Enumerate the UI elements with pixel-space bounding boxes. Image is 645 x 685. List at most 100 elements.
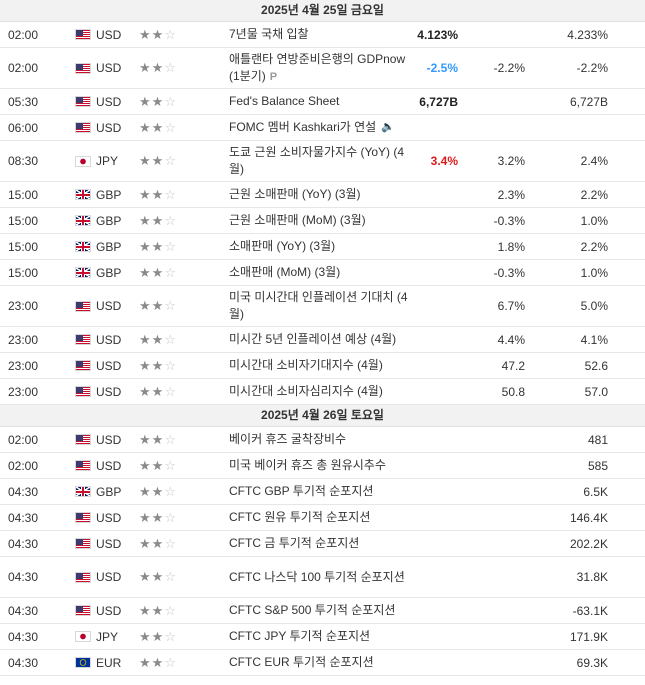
importance-stars: ★ ★ ☆	[139, 379, 189, 404]
previous-value: 4.1%	[580, 332, 608, 347]
forecast-value: -0.3%	[493, 265, 525, 280]
event-label[interactable]: 미국 베이커 휴즈 총 원유시추수	[229, 458, 386, 472]
event-row[interactable]: 04:30 GBP ★ ★ ☆ CFTC GBP 투기적 순포지션 6.5K	[0, 479, 645, 505]
event-row[interactable]: 23:00 USD ★ ★ ☆ 미시간대 소비자기대지수 (4월) 47.2 52.6	[0, 353, 645, 379]
event-label[interactable]: CFTC GBP 투기적 순포지션	[229, 484, 374, 498]
event-label[interactable]: 7년물 국채 입찰	[229, 27, 309, 41]
event-label[interactable]: CFTC 원유 투기적 순포지션	[229, 510, 371, 524]
flag-cell	[75, 427, 91, 452]
event-name[interactable]: CFTC EUR 투기적 순포지션	[229, 650, 409, 675]
event-label[interactable]: CFTC S&P 500 투기적 순포지션	[229, 603, 396, 617]
event-row[interactable]: 04:30 USD ★ ★ ☆ CFTC 나스닥 100 투기적 순포지션 31.8K	[0, 557, 645, 598]
importance-stars: ★ ★ ☆	[139, 650, 189, 675]
event-row[interactable]: 04:30 JPY ★ ★ ☆ CFTC JPY 투기적 순포지션 171.9K	[0, 624, 645, 650]
event-name[interactable]: CFTC S&P 500 투기적 순포지션	[229, 598, 409, 623]
event-label[interactable]: 근원 소매판매 (YoY) (3월)	[229, 187, 361, 201]
event-row[interactable]: 15:00 GBP ★ ★ ☆ 근원 소매판매 (YoY) (3월) 2.3% 2.2%	[0, 182, 645, 208]
actual-value: 4.123%	[417, 27, 458, 42]
event-name[interactable]: CFTC JPY 투기적 순포지션	[229, 624, 409, 649]
event-row[interactable]: 23:00 USD ★ ★ ☆ 미국 미시간대 인플레이션 기대치 (4월) 6.7% 5.0…	[0, 286, 645, 327]
event-label[interactable]: CFTC 나스닥 100 투기적 순포지션	[229, 569, 405, 584]
event-label[interactable]: CFTC EUR 투기적 순포지션	[229, 655, 374, 669]
event-time: 08:30	[8, 154, 39, 168]
forecast-value: 1.8%	[497, 239, 525, 254]
event-name[interactable]: 소매판매 (YoY) (3월)	[229, 234, 409, 259]
star-icon: ☆	[164, 383, 177, 399]
flag-cell	[75, 531, 91, 556]
previous-value: -2.2%	[576, 61, 608, 75]
event-label[interactable]: CFTC 금 투기적 순포지션	[229, 536, 360, 550]
event-row[interactable]: 08:30 JPY ★ ★ ☆ 도쿄 근원 소비자물가지수 (YoY) (4월) 3.4% 3…	[0, 141, 645, 182]
event-label[interactable]: 근원 소매판매 (MoM) (3월)	[229, 213, 366, 227]
currency-code: USD	[96, 332, 122, 347]
preliminary-badge-icon: P	[269, 70, 278, 83]
event-label[interactable]: 미시간대 소비자심리지수 (4월)	[229, 384, 383, 398]
event-label[interactable]: 소매판매 (MoM) (3월)	[229, 265, 341, 279]
star-icon: ★	[139, 153, 152, 168]
event-row[interactable]: 02:00 USD ★ ★ ☆ 베이커 휴즈 굴착장비수 481	[0, 427, 645, 453]
event-name[interactable]: Fed's Balance Sheet	[229, 89, 409, 114]
event-name[interactable]: 근원 소매판매 (MoM) (3월)	[229, 208, 409, 233]
event-name[interactable]: 7년물 국채 입찰	[229, 22, 409, 47]
event-row[interactable]: 04:30 EUR ★ ★ ☆ CFTC EUR 투기적 순포지션 69.3K	[0, 650, 645, 676]
event-name[interactable]: CFTC GBP 투기적 순포지션	[229, 479, 409, 504]
event-name[interactable]: FOMC 멤버 Kashkari가 연설 🔈	[229, 115, 409, 140]
currency-code: JPY	[96, 629, 119, 644]
event-label[interactable]: 도쿄 근원 소비자물가지수 (YoY) (4월)	[229, 145, 405, 176]
us-flag-icon	[75, 300, 91, 312]
event-label[interactable]: 애틀랜타 연방준비은행의 GDPnow (1분기) P	[229, 51, 409, 86]
event-name[interactable]: CFTC 금 투기적 순포지션	[229, 531, 409, 556]
event-name[interactable]: CFTC 원유 투기적 순포지션	[229, 505, 409, 530]
event-row[interactable]: 15:00 GBP ★ ★ ☆ 소매판매 (MoM) (3월) -0.3% 1.0%	[0, 260, 645, 286]
forecast-value	[460, 479, 525, 504]
forecast-value	[460, 453, 525, 478]
event-row[interactable]: 04:30 USD ★ ★ ☆ CFTC S&P 500 투기적 순포지션 -63.1K	[0, 598, 645, 624]
event-label[interactable]: 미시간 5년 인플레이션 예상 (4월)	[229, 332, 397, 346]
event-label[interactable]: 베이커 휴즈 굴착장비수	[229, 432, 347, 446]
event-name[interactable]: 미국 미시간대 인플레이션 기대치 (4월)	[229, 286, 409, 326]
gb-flag-icon	[75, 486, 91, 497]
event-row[interactable]: 15:00 GBP ★ ★ ☆ 소매판매 (YoY) (3월) 1.8% 2.2%	[0, 234, 645, 260]
event-row[interactable]: 15:00 GBP ★ ★ ☆ 근원 소매판매 (MoM) (3월) -0.3% 1.0%	[0, 208, 645, 234]
event-time: 23:00	[8, 332, 39, 347]
event-name[interactable]: CFTC 나스닥 100 투기적 순포지션	[229, 557, 409, 597]
star-icon: ★	[151, 483, 165, 499]
event-label[interactable]: 소매판매 (YoY) (3월)	[229, 239, 336, 253]
event-name[interactable]: 베이커 휴즈 굴착장비수	[229, 427, 409, 452]
event-row[interactable]: 23:00 USD ★ ★ ☆ 미시간대 소비자심리지수 (4월) 50.8 57.0	[0, 379, 645, 405]
star-icon: ★	[151, 238, 165, 254]
event-name[interactable]: 미국 베이커 휴즈 총 원유시추수	[229, 453, 409, 478]
importance-stars: ★ ★ ☆	[139, 353, 189, 378]
event-name[interactable]: 미시간 5년 인플레이션 예상 (4월)	[229, 327, 409, 352]
event-name[interactable]: 미시간대 소비자심리지수 (4월)	[229, 379, 409, 404]
currency-code: USD	[96, 536, 122, 551]
star-icon: ★	[139, 483, 152, 499]
actual-value	[380, 505, 458, 530]
star-icon: ☆	[164, 357, 177, 373]
event-name[interactable]: 애틀랜타 연방준비은행의 GDPnow (1분기) P	[229, 48, 409, 88]
event-row[interactable]: 05:30 USD ★ ★ ☆ Fed's Balance Sheet 6,727B 6,72…	[0, 89, 645, 115]
event-name[interactable]: 미시간대 소비자기대지수 (4월)	[229, 353, 409, 378]
event-name[interactable]: 도쿄 근원 소비자물가지수 (YoY) (4월)	[229, 141, 409, 181]
event-row[interactable]: 04:30 USD ★ ★ ☆ CFTC 원유 투기적 순포지션 146.4K	[0, 505, 645, 531]
star-icon: ★	[151, 654, 165, 670]
eu-flag-icon	[75, 657, 91, 668]
event-label[interactable]: Fed's Balance Sheet	[229, 94, 340, 108]
event-label[interactable]: CFTC JPY 투기적 순포지션	[229, 629, 371, 643]
star-icon: ☆	[164, 628, 177, 644]
event-label[interactable]: 미국 미시간대 인플레이션 기대치 (4월)	[229, 290, 408, 321]
flag-cell	[75, 379, 91, 404]
event-name[interactable]: 소매판매 (MoM) (3월)	[229, 260, 409, 285]
event-label[interactable]: 미시간대 소비자기대지수 (4월)	[229, 358, 383, 372]
event-time: 06:00	[8, 120, 39, 135]
event-row[interactable]: 06:00 USD ★ ★ ☆ FOMC 멤버 Kashkari가 연설 🔈	[0, 115, 645, 141]
event-row[interactable]: 02:00 USD ★ ★ ☆ 애틀랜타 연방준비은행의 GDPnow (1분기) P -2.…	[0, 48, 645, 89]
event-time: 04:30	[8, 536, 39, 551]
event-row[interactable]: 02:00 USD ★ ★ ☆ 7년물 국채 입찰 4.123% 4.233%	[0, 22, 645, 48]
event-row[interactable]: 23:00 USD ★ ★ ☆ 미시간 5년 인플레이션 예상 (4월) 4.4% 4.1%	[0, 327, 645, 353]
event-name[interactable]: 근원 소매판매 (YoY) (3월)	[229, 182, 409, 207]
event-label[interactable]: FOMC 멤버 Kashkari가 연설	[229, 120, 377, 134]
star-icon: ★	[151, 93, 165, 109]
event-row[interactable]: 04:30 USD ★ ★ ☆ CFTC 금 투기적 순포지션 202.2K	[0, 531, 645, 557]
event-row[interactable]: 02:00 USD ★ ★ ☆ 미국 베이커 휴즈 총 원유시추수 585	[0, 453, 645, 479]
